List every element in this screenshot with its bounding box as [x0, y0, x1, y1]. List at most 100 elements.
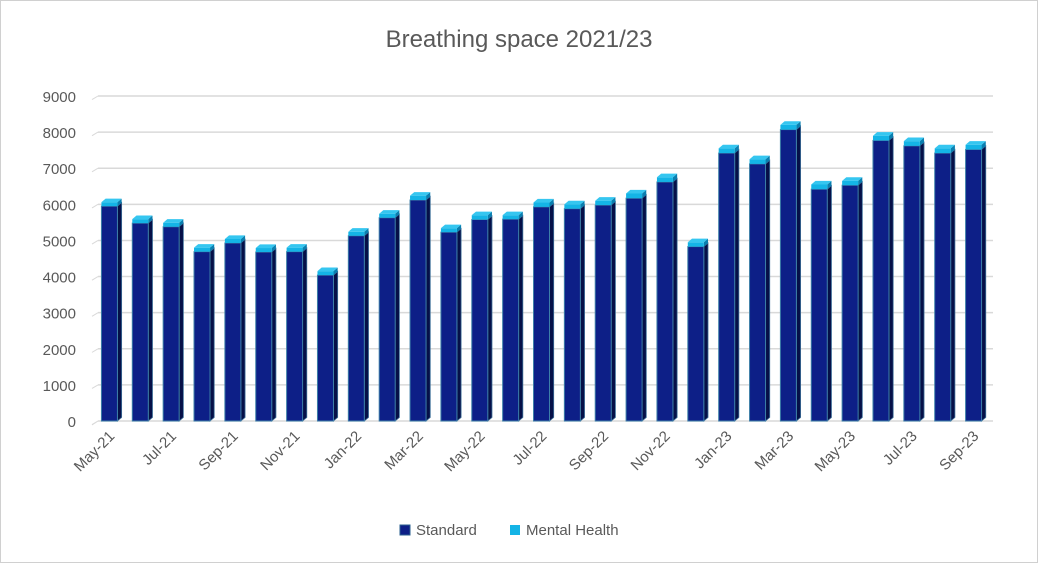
x-tick-label: Sep-22 [566, 428, 612, 474]
bar-Jan-23 [718, 144, 740, 422]
y-tick-label: 0 [68, 414, 76, 431]
x-tick-label: May-21 [71, 428, 118, 475]
bar-mental-health-side [148, 215, 153, 224]
y-tick-label: 9000 [43, 89, 76, 106]
bar-standard-side [394, 213, 400, 422]
y-tick-label: 5000 [43, 233, 76, 250]
bar-mental-health-side [302, 244, 307, 252]
bar-standard [255, 251, 273, 422]
bar-Feb-22 [378, 210, 400, 422]
bar-standard [193, 251, 211, 422]
bar-Oct-22 [625, 189, 647, 422]
bar-top [502, 211, 523, 216]
bar-mental-health [564, 204, 581, 209]
bar-standard-side [579, 204, 585, 422]
bar-mental-health-side [981, 141, 986, 150]
legend-swatch-mental-health [510, 525, 520, 535]
bar-standard-side [456, 227, 462, 422]
bar-mental-health [965, 144, 982, 150]
bar-Apr-22 [440, 224, 462, 422]
x-tick-label: Jul-21 [139, 428, 180, 469]
bar-Nov-22 [656, 173, 678, 422]
bar-mental-health-side [210, 244, 215, 252]
bar-standard-side [178, 222, 184, 422]
bar-mental-health [749, 159, 766, 164]
bar-standard [533, 206, 550, 422]
bar-standard [779, 129, 797, 422]
bar-top [410, 192, 431, 196]
bar-top [595, 197, 616, 201]
bar-standard [378, 217, 396, 422]
y-tick-label: 6000 [43, 197, 76, 214]
bar-mental-health-side [950, 144, 955, 154]
bar-standard-side [950, 148, 956, 422]
bar-mental-health [348, 231, 365, 236]
bar-standard [347, 235, 365, 422]
bar-Aug-21 [193, 244, 215, 422]
bar-standard-side [117, 201, 123, 422]
bar-standard-side [703, 242, 709, 422]
x-tick-label: Jul-23 [880, 428, 921, 469]
bar-top [656, 173, 678, 178]
y-tick-label: 3000 [43, 306, 76, 323]
bar-top [718, 144, 739, 149]
bar-mental-health [718, 148, 735, 154]
bar-standard [687, 246, 705, 422]
bar-top [934, 144, 955, 149]
bar-standard-side [363, 231, 369, 422]
bar-standard [316, 274, 334, 422]
bar-standard-side [981, 144, 987, 422]
bar-Jul-22 [533, 198, 555, 422]
bar-May-21 [100, 198, 123, 422]
bar-top [626, 189, 647, 194]
bar-standard [286, 251, 304, 422]
bar-mental-health-side [456, 224, 462, 233]
y-tick-label: 2000 [43, 342, 76, 359]
bar-mental-health [903, 141, 920, 146]
bar-mental-health [502, 215, 519, 220]
bar-standard-side [271, 247, 277, 422]
bar-mental-health [626, 193, 643, 199]
bar-standard [100, 205, 118, 422]
bar-mental-health-side [672, 173, 678, 182]
bar-Dec-21 [316, 267, 339, 422]
bar-mental-health-side [395, 210, 400, 218]
bar-mental-health-side [796, 121, 801, 130]
bar-standard-side [549, 202, 555, 422]
bar-standard [563, 208, 581, 422]
bar-standard [471, 219, 489, 422]
bar-top [194, 244, 215, 248]
bar-top [471, 211, 492, 216]
bar-Oct-21 [255, 244, 277, 422]
bar-standard [625, 197, 643, 422]
bar-standard [594, 204, 612, 422]
x-tick-label: Sep-23 [936, 428, 982, 474]
x-tick-label: Sep-21 [195, 428, 241, 474]
bar-Nov-21 [286, 244, 308, 422]
bar-standard [502, 218, 520, 422]
gridline-depth [91, 276, 99, 281]
bar-Aug-23 [934, 144, 956, 422]
bar-standard [810, 188, 828, 422]
bar-standard-side [610, 200, 616, 422]
y-tick-label: 1000 [43, 378, 76, 395]
bar-top [811, 180, 832, 185]
bar-top [317, 267, 338, 272]
bar-standard [749, 163, 767, 422]
bar-mental-health-side [333, 267, 338, 276]
bar-mental-health [842, 180, 859, 186]
bar-mental-health-side [765, 155, 770, 164]
bar-standard [440, 231, 458, 422]
bar-top [132, 215, 153, 220]
bar-mental-health-side [734, 144, 739, 154]
bar-May-23 [841, 177, 863, 422]
x-tick-label: May-22 [441, 428, 488, 475]
bar-standard-side [857, 180, 863, 422]
bar-standard [903, 145, 921, 422]
bar-standard [934, 152, 952, 422]
bar-mental-health-side [487, 211, 492, 220]
bar-standard-side [147, 218, 153, 422]
bar-mental-health-side [611, 197, 616, 206]
